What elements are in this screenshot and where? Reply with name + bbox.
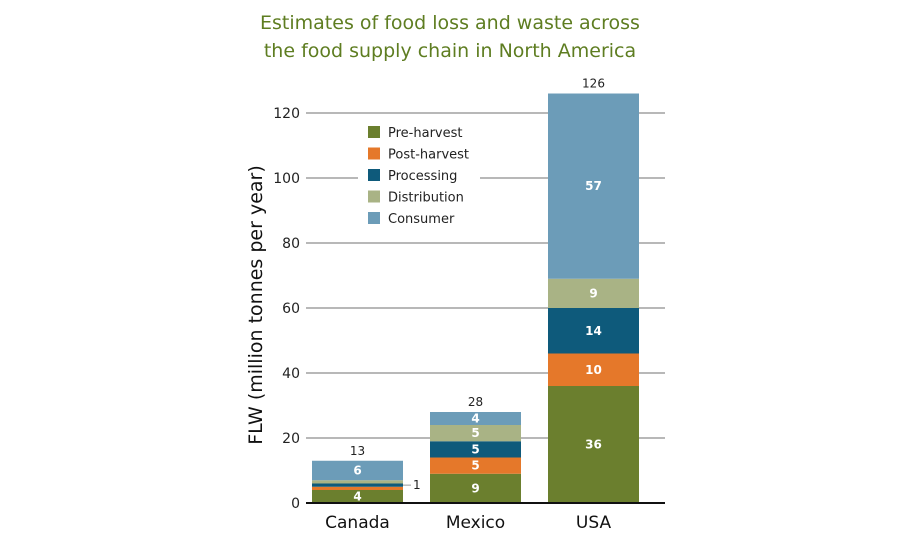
data-label: 36 xyxy=(585,438,602,452)
y-tick-label: 40 xyxy=(282,366,300,382)
data-label: 6 xyxy=(353,464,361,478)
y-tick-label: 100 xyxy=(273,171,300,187)
data-label: 5 xyxy=(471,426,479,440)
bar-segment-pre-harvest xyxy=(312,490,403,503)
data-label: 5 xyxy=(471,442,479,456)
bar-segment-consumer xyxy=(312,460,403,481)
legend-swatch xyxy=(368,126,380,138)
data-label: 9 xyxy=(589,286,597,300)
bar-segment-post-harvest xyxy=(430,457,521,474)
x-tick-label: USA xyxy=(576,513,612,533)
legend-swatch xyxy=(368,147,380,160)
legend-swatch xyxy=(368,212,380,224)
y-tick-label: 0 xyxy=(291,496,300,512)
bar-segment-consumer xyxy=(548,93,639,279)
bar-segment-distribution xyxy=(430,425,521,442)
y-tick-label: 120 xyxy=(273,106,300,122)
legend-label: Distribution xyxy=(388,191,464,206)
legend-label: Consumer xyxy=(388,212,455,227)
data-label: 5 xyxy=(471,459,479,473)
legend-label: Processing xyxy=(388,169,457,184)
y-tick-label: 80 xyxy=(282,236,300,252)
chart-title-line-1: Estimates of food loss and waste across xyxy=(260,12,640,34)
bar-segment-processing xyxy=(548,308,639,354)
total-label: 126 xyxy=(582,77,605,91)
bar-segment-consumer xyxy=(430,412,521,425)
y-tick-label: 60 xyxy=(282,301,300,317)
legend-swatch xyxy=(368,190,380,203)
legend-label: Pre-harvest xyxy=(388,126,462,141)
data-label: 10 xyxy=(585,363,602,377)
data-label: 9 xyxy=(471,481,479,495)
data-label: 57 xyxy=(585,179,602,193)
total-label: 13 xyxy=(350,444,365,458)
total-label: 28 xyxy=(468,395,483,409)
bar-segment-processing xyxy=(312,483,403,487)
data-label: 1 xyxy=(413,478,421,492)
data-label: 4 xyxy=(471,412,479,426)
legend-label: Post-harvest xyxy=(388,148,469,163)
x-tick-label: Canada xyxy=(325,513,390,533)
bar-segment-distribution xyxy=(548,278,639,308)
y-tick-label: 20 xyxy=(282,431,300,447)
x-tick-label: Mexico xyxy=(446,513,505,533)
chart-title-line-2: the food supply chain in North America xyxy=(263,40,637,62)
legend-swatch xyxy=(368,169,380,181)
bar-segment-post-harvest xyxy=(312,486,403,490)
data-label: 14 xyxy=(585,324,602,338)
bar-segment-post-harvest xyxy=(548,353,639,386)
bar-segment-pre-harvest xyxy=(548,386,639,503)
bar-segment-distribution xyxy=(312,480,403,484)
bar-segment-pre-harvest xyxy=(430,473,521,503)
data-label: 4 xyxy=(353,490,361,504)
y-axis-label: FLW (million tonnes per year) xyxy=(245,165,267,445)
bar-segment-processing xyxy=(430,441,521,458)
